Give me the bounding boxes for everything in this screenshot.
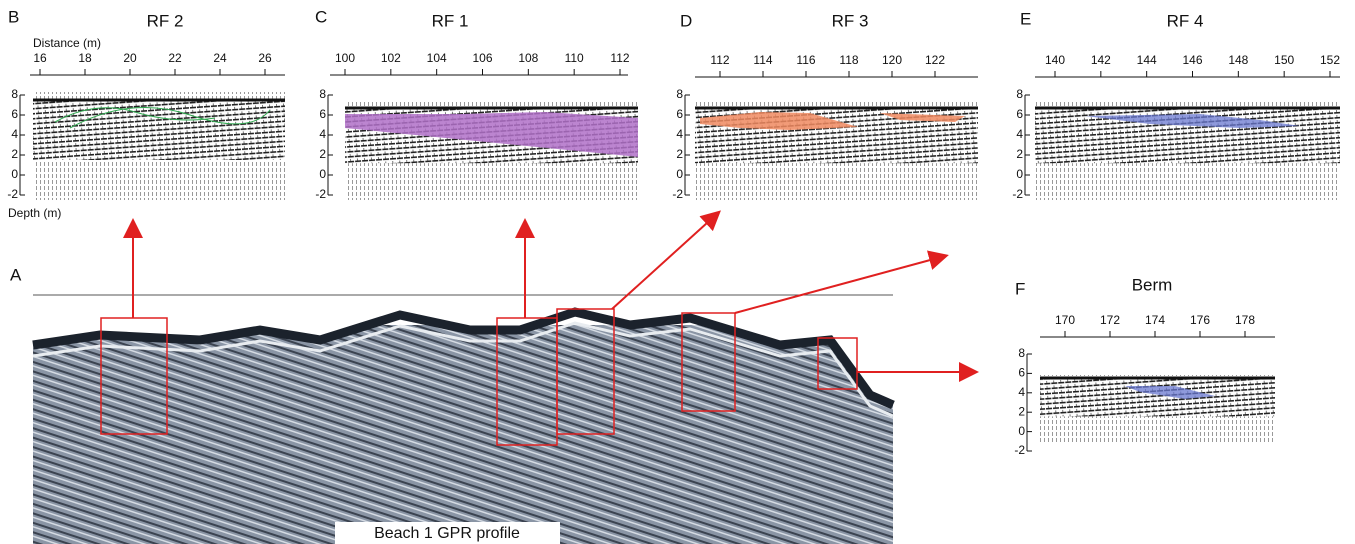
panel-letter: C [315, 7, 327, 26]
x-tick-label: 142 [1091, 53, 1111, 67]
x-tick-label: 18 [78, 51, 92, 65]
x-tick-label: 172 [1100, 313, 1120, 327]
x-tick-label: 116 [796, 53, 815, 67]
y-tick-label: 6 [1018, 366, 1025, 380]
y-tick-label: 6 [11, 107, 18, 121]
x-axis-label: Distance (m) [33, 36, 101, 50]
highlight-boxes [100, 308, 858, 446]
x-tick-label: 110 [565, 51, 584, 65]
x-tick-label: 174 [1145, 313, 1165, 327]
x-tick-label: 24 [213, 51, 227, 65]
panel-title: RF 4 [1167, 11, 1204, 30]
y-axis-label: Depth (m) [8, 206, 61, 220]
y-tick-label: -2 [1012, 187, 1023, 201]
y-tick-label: 4 [319, 127, 326, 141]
panel-letter: B [8, 7, 19, 26]
x-tick-label: 106 [472, 51, 492, 65]
x-tick-label: 108 [518, 51, 538, 65]
y-tick-label: -2 [315, 187, 326, 201]
x-tick-label: 16 [33, 51, 47, 65]
x-tick-label: 22 [168, 51, 182, 65]
y-tick-label: 2 [1016, 147, 1023, 161]
y-tick-label: -2 [672, 187, 683, 201]
y-tick-label: 0 [1018, 424, 1025, 438]
x-tick-label: 148 [1228, 53, 1248, 67]
y-tick-label: 4 [676, 127, 683, 141]
y-tick-label: 0 [1016, 167, 1023, 181]
y-tick-label: 2 [676, 147, 683, 161]
profile-label: Beach 1 GPR profile [374, 525, 520, 542]
y-tick-label: 6 [1016, 107, 1023, 121]
y-tick-label: 8 [676, 87, 683, 101]
x-tick-label: 152 [1320, 53, 1340, 67]
x-tick-label: 122 [925, 53, 945, 67]
x-tick-label: 112 [610, 51, 629, 65]
y-tick-label: 8 [319, 87, 326, 101]
x-tick-label: 26 [258, 51, 272, 65]
x-tick-label: 118 [839, 53, 858, 67]
x-tick-label: 112 [710, 53, 729, 67]
y-tick-label: 8 [1018, 346, 1025, 360]
x-tick-label: 104 [427, 51, 447, 65]
radargram [33, 100, 285, 160]
y-tick-label: 2 [11, 147, 18, 161]
y-tick-label: 2 [1018, 404, 1025, 418]
x-tick-label: 178 [1235, 313, 1255, 327]
x-tick-label: 150 [1274, 53, 1294, 67]
x-tick-label: 120 [882, 53, 902, 67]
x-tick-label: 146 [1182, 53, 1202, 67]
y-tick-label: 6 [676, 107, 683, 121]
panel-title: RF 3 [832, 11, 869, 30]
y-tick-label: 8 [1016, 87, 1023, 101]
panel-letter: E [1020, 9, 1031, 28]
profile-surface-mask [33, 295, 893, 405]
y-tick-label: 0 [11, 167, 18, 181]
arrows [123, 210, 979, 382]
y-tick-label: 0 [676, 167, 683, 181]
profile-surface [32, 307, 895, 410]
radargram [1040, 378, 1275, 417]
y-tick-label: 0 [319, 167, 326, 181]
x-tick-label: 114 [753, 53, 772, 67]
panel-title: RF 2 [147, 11, 184, 30]
x-tick-label: 20 [123, 51, 137, 65]
y-tick-label: 4 [1016, 127, 1023, 141]
y-tick-label: 2 [319, 147, 326, 161]
panel-title: Berm [1132, 275, 1173, 294]
panel-title: RF 1 [432, 11, 469, 30]
x-tick-label: 176 [1190, 313, 1210, 327]
panel-letter: D [680, 11, 692, 30]
profile-reflector [32, 321, 894, 418]
x-tick-label: 144 [1137, 53, 1157, 67]
panel-letter: F [1015, 279, 1025, 298]
x-tick-label: 100 [335, 51, 355, 65]
interpreted-feature [1085, 114, 1300, 128]
x-tick-label: 140 [1045, 53, 1065, 67]
profile-label-box [335, 522, 560, 544]
interpreted-feature [54, 107, 271, 129]
interpreted-feature [700, 112, 965, 130]
interpreted-feature [1125, 386, 1215, 399]
panel-letter: A [10, 265, 22, 284]
y-tick-label: 4 [11, 127, 18, 141]
interpreted-feature [345, 112, 638, 157]
y-tick-label: 8 [11, 87, 18, 101]
x-tick-label: 170 [1055, 313, 1075, 327]
y-tick-label: 4 [1018, 385, 1025, 399]
y-tick-label: -2 [1014, 443, 1025, 457]
x-tick-label: 102 [381, 51, 401, 65]
y-tick-label: 6 [319, 107, 326, 121]
y-tick-label: -2 [7, 187, 18, 201]
